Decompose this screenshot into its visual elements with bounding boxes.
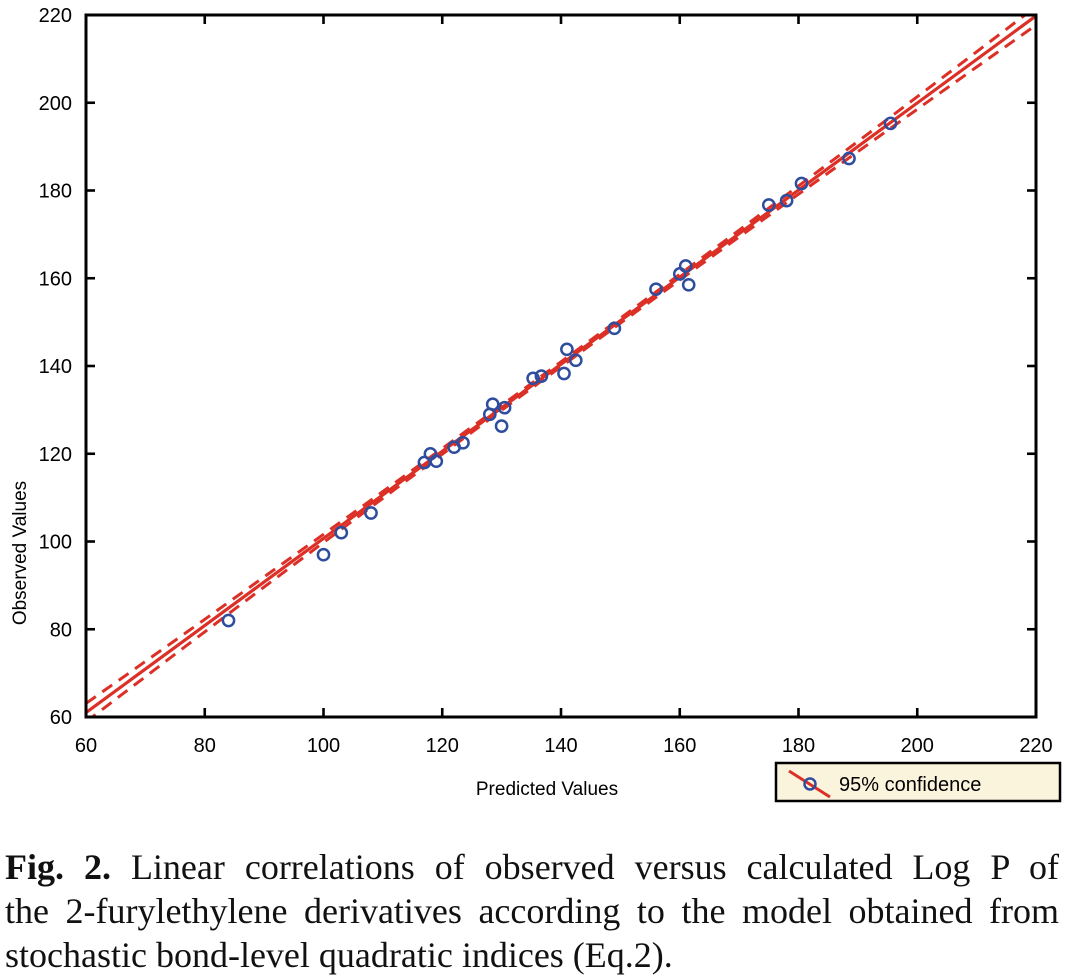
data-point-marker bbox=[316, 547, 331, 562]
data-point-marker bbox=[429, 454, 444, 469]
data-point-marker bbox=[607, 321, 622, 336]
data-point-marker bbox=[364, 506, 378, 520]
data-point-marker bbox=[568, 353, 583, 368]
data-point-marker bbox=[842, 151, 856, 166]
data-point-marker bbox=[221, 613, 236, 628]
scatter-plot-figure: 60 80 100 120 140 160 180 200 220 60 80 100 120 140 16… bbox=[10, 5, 1062, 803]
x-tick-label: 80 bbox=[194, 735, 216, 757]
y-tick-label: 100 bbox=[39, 532, 72, 554]
y-tick-label: 80 bbox=[50, 619, 72, 641]
caption-line-1-text: Linear correlations of observed versus c… bbox=[130, 847, 1060, 887]
y-axis-title: Observed Values bbox=[10, 481, 31, 625]
data-point-marker bbox=[681, 277, 696, 292]
y-tick-label: 180 bbox=[39, 181, 72, 203]
data-point-marker bbox=[534, 369, 549, 383]
data-point-marker bbox=[649, 282, 663, 297]
x-tick-label: 180 bbox=[782, 735, 815, 757]
plot-area: 60 80 100 120 140 160 180 200 220 60 80 100 120 140 16… bbox=[39, 5, 1053, 757]
caption-line-1: Fig. 2. Linear correlations of observed … bbox=[5, 845, 1059, 889]
data-point-marker bbox=[883, 116, 898, 131]
x-tick-label: 100 bbox=[307, 735, 340, 757]
data-point-marker bbox=[494, 419, 509, 433]
data-point-marker bbox=[678, 259, 693, 273]
axis-ticks bbox=[86, 15, 1036, 717]
y-tick-label: 120 bbox=[39, 444, 72, 466]
legend-label: 95% confidence bbox=[839, 774, 981, 796]
figure-caption: Fig. 2. Linear correlations of observed … bbox=[5, 845, 1059, 977]
y-tick-label: 160 bbox=[39, 268, 72, 290]
x-tick-label: 60 bbox=[75, 735, 97, 757]
legend-line-sample bbox=[788, 769, 831, 799]
chart-canvas: 60 80 100 120 140 160 180 200 220 60 80 100 120 140 16… bbox=[10, 5, 1062, 803]
confidence-band-lower bbox=[89, 23, 1036, 717]
tick-labels: 60 80 100 120 140 160 180 200 220 60 80 100 120 140 16… bbox=[39, 5, 1053, 757]
y-tick-label: 140 bbox=[39, 356, 72, 378]
data-point-marker bbox=[456, 435, 470, 450]
caption-figure-label: Fig. 2. bbox=[5, 847, 111, 887]
y-tick-label: 200 bbox=[39, 93, 72, 115]
data-point-marker bbox=[557, 366, 571, 381]
data-point-marker bbox=[526, 371, 540, 386]
data-point-marker bbox=[779, 193, 794, 208]
confidence-bands bbox=[86, 15, 1036, 717]
legend-marker-icon bbox=[803, 777, 817, 791]
x-tick-label: 200 bbox=[901, 735, 934, 757]
data-points bbox=[221, 116, 898, 628]
data-point-marker bbox=[497, 400, 512, 415]
data-point-marker bbox=[560, 342, 574, 357]
regression-line bbox=[86, 15, 1036, 714]
legend-box bbox=[774, 761, 1062, 803]
data-point-marker bbox=[334, 525, 349, 540]
confidence-band-upper bbox=[86, 15, 1028, 705]
x-tick-label: 140 bbox=[544, 735, 577, 757]
x-tick-label: 120 bbox=[426, 735, 459, 757]
y-tick-label: 60 bbox=[50, 707, 72, 729]
data-point-marker bbox=[794, 176, 809, 191]
data-point-marker bbox=[761, 198, 776, 212]
x-tick-label: 220 bbox=[1019, 735, 1052, 757]
x-axis-title: Predicted Values bbox=[476, 779, 618, 800]
x-tick-label: 160 bbox=[663, 735, 696, 757]
y-tick-label: 220 bbox=[39, 5, 72, 27]
legend: 95% confidence bbox=[774, 761, 1062, 803]
caption-line-3: stochastic bond-level quadratic indices … bbox=[5, 935, 673, 975]
caption-line-2: the 2-furylethylene derivatives accordin… bbox=[5, 891, 1059, 931]
data-point-marker bbox=[485, 397, 500, 412]
